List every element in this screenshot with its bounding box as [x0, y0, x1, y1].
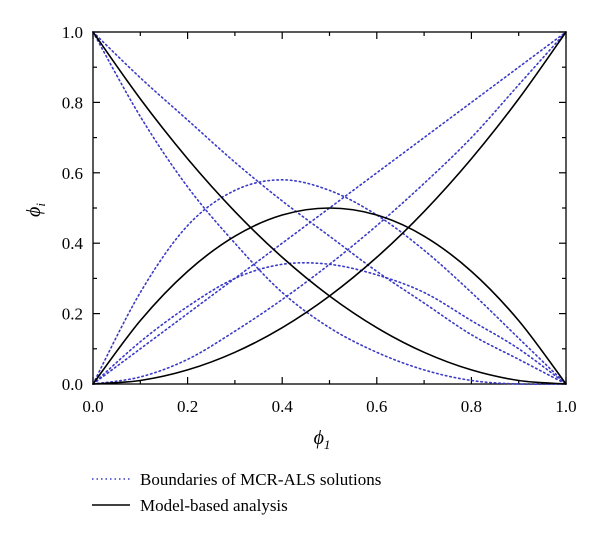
x-tick-label: 0.0	[82, 397, 103, 416]
x-tick-label: 0.6	[366, 397, 387, 416]
series-layer	[92, 31, 567, 386]
boundary-curve	[92, 31, 567, 385]
axes: 0.0 0.2 0.4 0.6 0.8 1.0 0.0 0.2 0.4 0.6 0.8 1.0	[62, 23, 577, 416]
x-tick-label: 0.2	[177, 397, 198, 416]
model-curve	[92, 207, 567, 385]
x-axis-label: ϕ1	[314, 427, 331, 452]
y-tick-label: 1.0	[62, 23, 83, 42]
y-tick-label: 0.0	[62, 375, 83, 394]
x-tick-label: 0.4	[272, 397, 294, 416]
boundary-curve	[92, 31, 567, 386]
boundary-curve	[92, 179, 567, 385]
y-tick-label: 0.4	[62, 234, 84, 253]
legend: Boundaries of MCR-ALS solutions Model-ba…	[92, 470, 381, 515]
model-curve	[92, 31, 567, 385]
legend-label-model: Model-based analysis	[140, 496, 288, 515]
y-axis-label: ϕi	[23, 203, 48, 217]
x-tick-label: 1.0	[555, 397, 576, 416]
y-tick-label: 0.2	[62, 305, 83, 324]
model-curve	[92, 31, 567, 385]
legend-label-boundaries: Boundaries of MCR-ALS solutions	[140, 470, 381, 489]
y-tick-label: 0.8	[62, 93, 83, 112]
boundary-curve	[92, 261, 567, 385]
boundary-curve	[92, 31, 567, 385]
x-tick-label: 0.8	[461, 397, 482, 416]
boundary-curve	[92, 31, 567, 385]
y-tick-label: 0.6	[62, 164, 83, 183]
